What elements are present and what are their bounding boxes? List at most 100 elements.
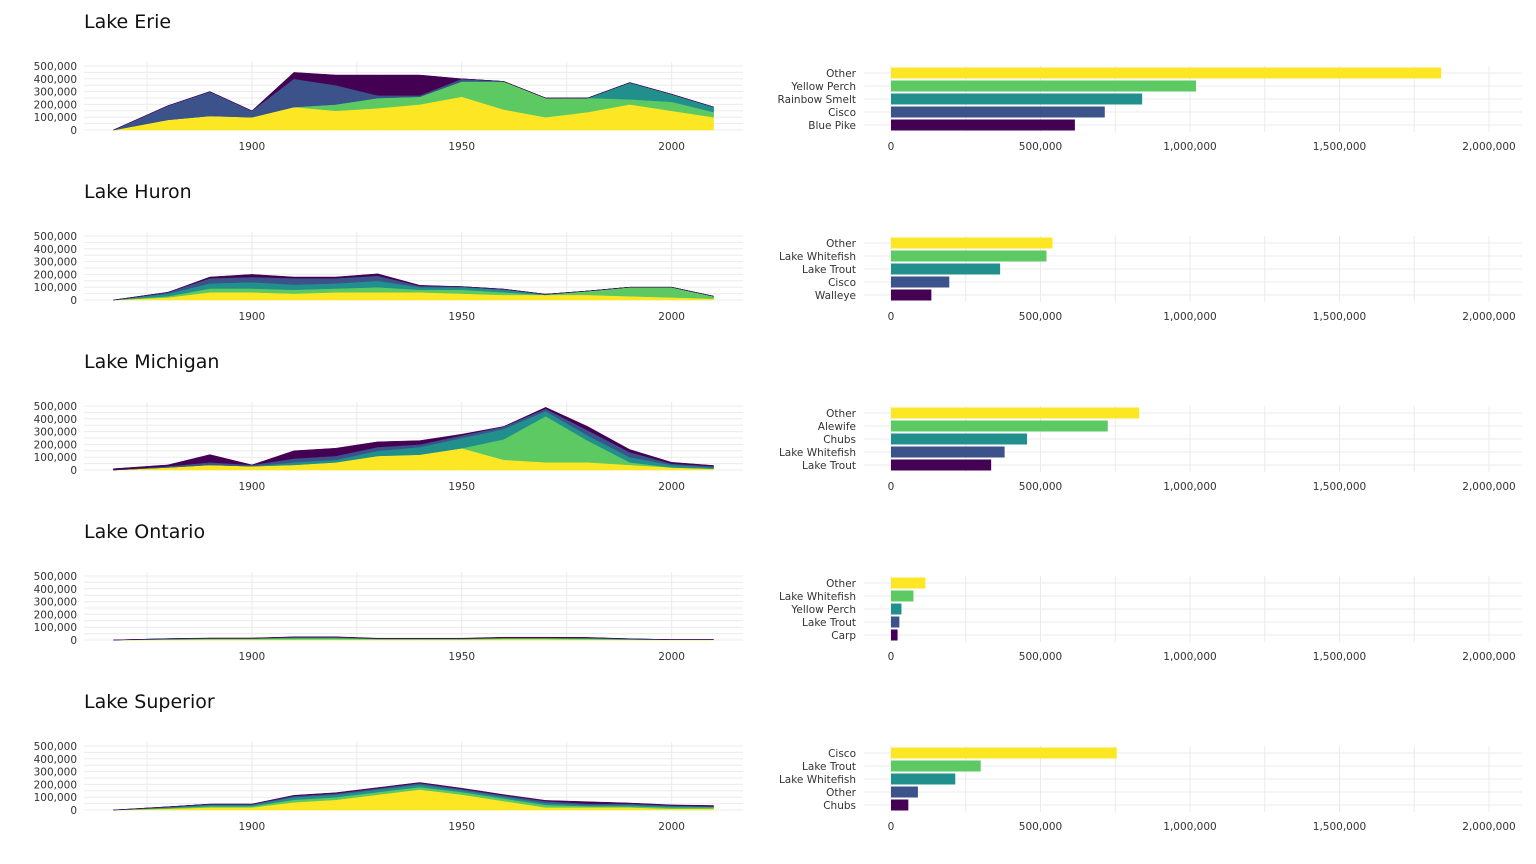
bar-category-label: Lake Whitefish: [779, 591, 856, 603]
bar-category-label: Lake Whitefish: [779, 447, 856, 459]
bar-x-tick-label: 1,000,000: [1163, 141, 1216, 153]
bar-x-tick-label: 2,000,000: [1462, 651, 1515, 663]
bar-x-tick-label: 1,000,000: [1163, 821, 1216, 833]
area-y-tick-label: 300,000: [34, 597, 77, 609]
bar-x-tick-label: 1,500,000: [1313, 481, 1366, 493]
area-y-tick-label: 300,000: [34, 257, 77, 269]
area-x-tick-label: 1950: [448, 821, 475, 833]
bar-x-tick-label: 1,000,000: [1163, 311, 1216, 323]
bar-lake-trout: [891, 616, 900, 628]
bar-category-label: Yellow Perch: [790, 81, 856, 93]
area-y-tick-label: 300,000: [34, 767, 77, 779]
bar-category-label: Carp: [831, 630, 856, 642]
area-y-tick-label: 0: [70, 805, 77, 817]
panel-title-erie: Lake Erie: [84, 11, 172, 33]
bar-x-tick-label: 1,000,000: [1163, 481, 1216, 493]
bar-x-tick-label: 0: [888, 651, 895, 663]
area-layer: [113, 72, 714, 131]
bar-cisco: [891, 747, 1117, 759]
area-x-tick-label: 1900: [239, 821, 266, 833]
area-x-tick-label: 1950: [448, 141, 475, 153]
bar-x-tick-label: 500,000: [1019, 141, 1062, 153]
area-y-tick-label: 0: [70, 635, 77, 647]
bar-x-tick-label: 1,000,000: [1163, 651, 1216, 663]
area-y-tick-label: 400,000: [34, 414, 77, 426]
bar-grid: [864, 576, 1522, 642]
bar-x-tick-label: 500,000: [1019, 481, 1062, 493]
bar-category-label: Lake Trout: [802, 264, 856, 276]
area-x-tick-label: 1900: [239, 481, 266, 493]
bar-rainbow-smelt: [891, 93, 1143, 105]
area-y-tick-label: 200,000: [34, 99, 77, 111]
bar-x-tick-label: 2,000,000: [1462, 821, 1515, 833]
panel-title-huron: Lake Huron: [84, 181, 192, 203]
area-y-tick-label: 500,000: [34, 231, 77, 243]
bar-category-label: Blue Pike: [808, 120, 856, 132]
bar-lake-trout: [891, 459, 992, 471]
bar-x-tick-label: 2,000,000: [1462, 141, 1515, 153]
area-x-tick-label: 1900: [239, 651, 266, 663]
bar-other: [891, 577, 926, 589]
bar-blue-pike: [891, 119, 1075, 131]
bar-category-label: Alewife: [818, 421, 856, 433]
bar-category-label: Lake Trout: [802, 460, 856, 472]
bar-x-tick-label: 500,000: [1019, 311, 1062, 323]
bar-category-label: Lake Trout: [802, 761, 856, 773]
area-x-tick-label: 2000: [658, 311, 685, 323]
area-y-tick-label: 300,000: [34, 87, 77, 99]
area-y-tick-label: 500,000: [34, 401, 77, 413]
area-x-tick-label: 1900: [239, 141, 266, 153]
bar-yellow-perch: [891, 80, 1196, 92]
area-layer: [113, 782, 714, 811]
bar-lake-whitefish: [891, 773, 956, 785]
bar-other: [891, 786, 918, 798]
bar-x-tick-label: 1,500,000: [1313, 311, 1366, 323]
area-x-tick-label: 2000: [658, 141, 685, 153]
bar-category-label: Lake Trout: [802, 617, 856, 629]
area-y-tick-label: 0: [70, 125, 77, 137]
area-y-tick-label: 100,000: [34, 112, 77, 124]
bar-yellow-perch: [891, 603, 902, 615]
bar-category-label: Other: [826, 787, 856, 799]
bar-category-label: Cisco: [828, 748, 856, 760]
bar-category-label: Other: [826, 578, 856, 590]
bar-category-label: Other: [826, 238, 856, 250]
bar-x-tick-label: 0: [888, 141, 895, 153]
bar-other: [891, 67, 1442, 79]
area-x-tick-label: 2000: [658, 651, 685, 663]
panel-lake-superior: 500,000400,000300,000200,000100,00001900…: [34, 741, 1522, 833]
area-y-tick-label: 100,000: [34, 622, 77, 634]
bar-category-label: Other: [826, 408, 856, 420]
bar-lake-whitefish: [891, 590, 914, 602]
bar-category-label: Yellow Perch: [790, 604, 856, 616]
area-y-tick-label: 400,000: [34, 74, 77, 86]
bar-chubs: [891, 433, 1028, 445]
panel-title-superior: Lake Superior: [84, 691, 215, 713]
panel-lake-erie: 500,000400,000300,000200,000100,00001900…: [34, 61, 1522, 153]
bar-x-tick-label: 500,000: [1019, 651, 1062, 663]
bar-x-tick-label: 1,500,000: [1313, 821, 1366, 833]
bar-cisco: [891, 276, 950, 288]
area-x-tick-label: 1950: [448, 481, 475, 493]
area-x-tick-label: 2000: [658, 481, 685, 493]
bar-x-tick-label: 0: [888, 311, 895, 323]
panel-lake-huron: 500,000400,000300,000200,000100,00001900…: [34, 231, 1522, 323]
bar-lake-whitefish: [891, 250, 1047, 262]
area-y-tick-label: 0: [70, 295, 77, 307]
bar-carp: [891, 629, 898, 641]
bar-category-label: Cisco: [828, 277, 856, 289]
bar-category-label: Lake Whitefish: [779, 774, 856, 786]
bar-category-label: Rainbow Smelt: [778, 94, 856, 106]
bar-category-label: Chubs: [823, 434, 856, 446]
area-y-tick-label: 400,000: [34, 584, 77, 596]
panel-title-michigan: Lake Michigan: [84, 351, 220, 373]
area-x-tick-label: 2000: [658, 821, 685, 833]
area-y-tick-label: 0: [70, 465, 77, 477]
bar-category-label: Cisco: [828, 107, 856, 119]
bar-x-tick-label: 2,000,000: [1462, 481, 1515, 493]
panel-title-ontario: Lake Ontario: [84, 521, 206, 543]
area-y-tick-label: 200,000: [34, 439, 77, 451]
panel-lake-michigan: 500,000400,000300,000200,000100,00001900…: [34, 401, 1522, 493]
bar-chubs: [891, 799, 909, 811]
